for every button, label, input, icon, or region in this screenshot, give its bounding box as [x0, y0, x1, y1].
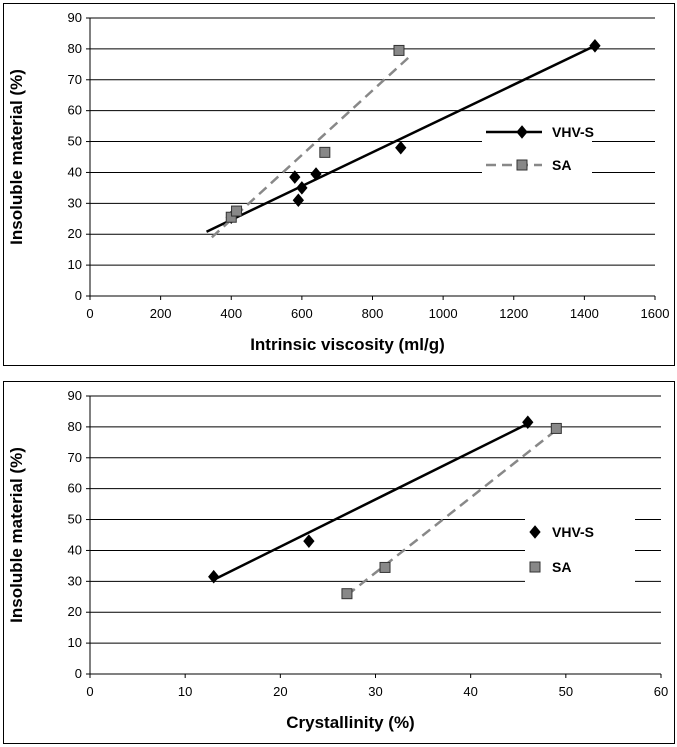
legend-box: [525, 518, 635, 600]
data-point-sa: [231, 205, 243, 217]
y-tick-label: 70: [68, 72, 82, 87]
x-axis-title: Intrinsic viscosity (ml/g): [250, 335, 445, 354]
legend-label-sa: SA: [552, 157, 571, 173]
data-point-vhv-s: [292, 193, 304, 208]
y-tick-label: 50: [68, 512, 82, 527]
x-tick-label: 20: [273, 684, 287, 699]
y-tick-label: 80: [68, 41, 82, 56]
y-tick-label: 90: [68, 10, 82, 25]
y-tick-label: 20: [68, 604, 82, 619]
chart-crystallinity: 0 10 20 30 40 50 60 70 80 90 0 10 20 30 40 50 60 Crystall…: [7, 388, 668, 732]
x-tick-label: 1200: [499, 306, 528, 321]
data-point-vhv-s: [289, 170, 301, 184]
y-axis-title: Insoluble material (%): [7, 447, 26, 623]
x-tick-label: 60: [654, 684, 668, 699]
y-tick-label: 60: [68, 103, 82, 118]
chart-panel-crystallinity: 0 10 20 30 40 50 60 70 80 90 0 10 20 30 40 50 60 Crystall…: [3, 381, 675, 744]
y-tick-label: 80: [68, 419, 82, 434]
legend-label-vhv-s: VHV-S: [552, 124, 594, 140]
x-tick-label: 50: [559, 684, 573, 699]
data-point-vhv-s: [303, 534, 315, 548]
x-tick-label: 1600: [641, 306, 670, 321]
x-axis-title: Crystallinity (%): [286, 713, 414, 732]
data-point-vhv-s: [208, 569, 220, 584]
chart-panel-viscosity: 0 10 20 30 40 50 60 70 80 90 0 200 400 600 800 1000 1200…: [3, 3, 675, 366]
y-tick-label: 60: [68, 481, 82, 496]
data-point-vhv-s: [522, 415, 534, 430]
y-tick-label: 0: [75, 666, 82, 681]
y-tick-label: 10: [68, 635, 82, 650]
x-tick-label: 600: [291, 306, 313, 321]
data-point-sa: [379, 561, 391, 573]
trendline-vhv-s: [213, 422, 529, 581]
y-tick-label: 20: [68, 226, 82, 241]
y-tick-label: 40: [68, 164, 82, 179]
trendline-vhv-s: [205, 44, 596, 233]
data-point-vhv-s: [296, 181, 308, 195]
data-point-sa: [550, 422, 562, 434]
x-tick-label: 1400: [570, 306, 599, 321]
trendline-sa: [346, 428, 558, 597]
x-tick-label: 800: [362, 306, 384, 321]
y-tick-label: 50: [68, 134, 82, 149]
y-tick-label: 30: [68, 573, 82, 588]
x-tick-label: 200: [150, 306, 172, 321]
y-tick-label: 30: [68, 195, 82, 210]
y-axis-title: Insoluble material (%): [7, 69, 26, 245]
legend-marker-vhv-s: [529, 525, 541, 539]
legend-marker-vhv-s: [516, 125, 528, 139]
legend-marker-sa: [516, 159, 528, 171]
x-tick-label: 400: [220, 306, 242, 321]
y-tick-label: 90: [68, 388, 82, 403]
trendline-sa: [210, 55, 411, 239]
y-tick-label: 40: [68, 542, 82, 557]
legend-label-sa: SA: [552, 559, 571, 575]
legend-label-vhv-s: VHV-S: [552, 524, 594, 540]
x-tick-label: 30: [368, 684, 382, 699]
x-tick-label: 40: [463, 684, 477, 699]
legend-marker-sa: [529, 561, 541, 573]
data-point-vhv-s: [310, 167, 322, 181]
data-point-sa: [393, 44, 405, 56]
chart-viscosity: 0 10 20 30 40 50 60 70 80 90 0 200 400 600 800 1000 1200…: [7, 10, 670, 354]
data-point-vhv-s: [589, 39, 601, 53]
y-tick-label: 0: [75, 288, 82, 303]
y-tick-label: 10: [68, 257, 82, 272]
data-point-sa: [341, 588, 353, 600]
x-tick-label: 0: [86, 306, 93, 321]
x-tick-label: 1000: [429, 306, 458, 321]
x-tick-label: 10: [178, 684, 192, 699]
y-tick-label: 70: [68, 450, 82, 465]
data-point-sa: [319, 146, 331, 158]
data-point-vhv-s: [395, 140, 407, 155]
x-tick-label: 0: [86, 684, 93, 699]
